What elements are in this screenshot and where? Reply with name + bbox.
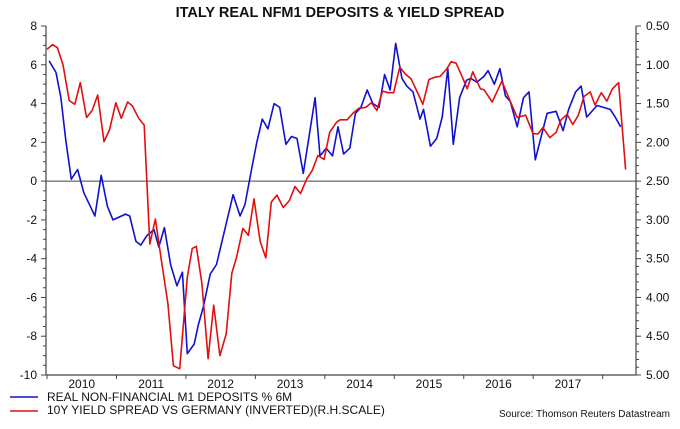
right-tick-label: 0.50 xyxy=(646,19,670,33)
x-tick-label: 2012 xyxy=(207,377,234,391)
right-tick-label: 3.00 xyxy=(646,213,670,227)
x-tick-label: 2013 xyxy=(277,377,304,391)
chart-title: ITALY REAL NFM1 DEPOSITS & YIELD SPREAD xyxy=(176,5,505,21)
legend-label-yield-spread: 10Y YIELD SPREAD VS GERMANY (INVERTED)(R… xyxy=(47,403,385,417)
right-tick-label: 4.00 xyxy=(646,290,670,304)
series-lines xyxy=(46,42,627,370)
right-tick-label: 2.50 xyxy=(646,174,670,188)
x-tick-label: 2014 xyxy=(346,377,373,391)
left-tick-label: -6 xyxy=(26,290,37,304)
right-tick-label: 1.00 xyxy=(646,58,670,72)
legend-label-deposits: REAL NON-FINANCIAL M1 DEPOSITS % 6M xyxy=(47,390,292,404)
left-tick-label: 6 xyxy=(30,58,37,72)
source-note: Source: Thomson Reuters Datastream xyxy=(499,409,670,420)
left-tick-label: 2 xyxy=(30,135,37,149)
left-tick-label: -10 xyxy=(20,368,38,382)
legend: REAL NON-FINANCIAL M1 DEPOSITS % 6M 10Y … xyxy=(10,390,385,417)
left-tick-label: -8 xyxy=(26,329,37,343)
x-tick-label: 2017 xyxy=(555,377,582,391)
left-tick-label: 0 xyxy=(30,174,37,188)
right-tick-label: 5.00 xyxy=(646,368,670,382)
left-tick-label: 8 xyxy=(30,19,37,33)
left-tick-label: -2 xyxy=(26,213,37,227)
left-tick-label: 4 xyxy=(30,97,37,111)
yield-spread-series-line xyxy=(46,43,627,370)
right-tick-label: 3.50 xyxy=(646,252,670,266)
right-tick-label: 1.50 xyxy=(646,97,670,111)
axes: -10 -8 -6 -4 -2 0 2 4 6 8 0.50 1.00 1.50 2.00 2.50 3.00… xyxy=(20,19,670,391)
x-tick-label: 2015 xyxy=(416,377,443,391)
right-tick-label: 4.50 xyxy=(646,329,670,343)
x-tick-label: 2010 xyxy=(68,377,95,391)
x-tick-label: 2011 xyxy=(138,377,164,391)
right-tick-label: 2.00 xyxy=(646,135,670,149)
x-tick-label: 2016 xyxy=(485,377,512,391)
deposits-series-line xyxy=(48,42,622,355)
left-tick-label: -4 xyxy=(26,252,37,266)
